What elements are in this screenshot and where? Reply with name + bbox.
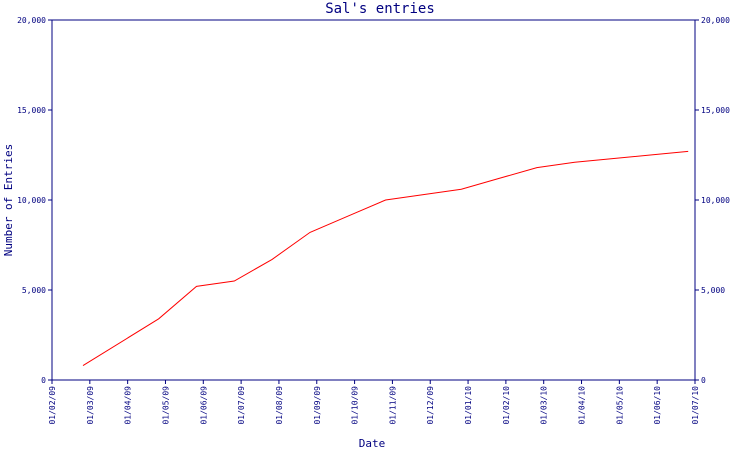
x-tick-label: 01/07/10 — [691, 386, 700, 425]
x-tick-label: 01/03/09 — [86, 386, 95, 425]
x-tick-label: 01/09/09 — [313, 386, 322, 425]
x-tick-label: 01/08/09 — [275, 386, 284, 425]
plot-area — [51, 19, 696, 381]
y-tick-label-right: 15,000 — [701, 106, 730, 115]
y-tick-label-left: 15,000 — [17, 106, 46, 115]
y-tick-label-right: 20,000 — [701, 16, 730, 25]
x-tick-label: 01/02/10 — [502, 386, 511, 425]
y-tick-label-left: 20,000 — [17, 16, 46, 25]
y-axis-right: 0 5,000 10,000 15,000 20,000 — [695, 16, 730, 385]
y-tick-label-left: 0 — [41, 376, 46, 385]
x-tick-label: 01/04/10 — [578, 386, 587, 425]
x-tick-label: 01/01/10 — [464, 386, 473, 425]
x-tick-label: 01/11/09 — [388, 386, 397, 425]
x-tick-label: 01/12/09 — [426, 386, 435, 425]
y-tick-label-right: 0 — [701, 376, 706, 385]
y-axis-left: 0 5,000 10,000 15,000 20,000 — [17, 16, 52, 385]
x-tick-label: 01/06/10 — [653, 386, 662, 425]
x-tick-label: 01/05/09 — [161, 386, 170, 425]
y-tick-label-left: 5,000 — [22, 286, 46, 295]
y-tick-label-right: 10,000 — [701, 196, 730, 205]
x-tick-label: 01/07/09 — [237, 386, 246, 425]
x-axis: 01/02/09 01/03/09 01/04/09 01/05/09 01/06/09… — [48, 380, 700, 425]
x-tick-label: 01/06/09 — [199, 386, 208, 425]
series-group — [82, 150, 689, 367]
x-tick-label: 01/03/10 — [540, 386, 549, 425]
x-axis-label: Date — [359, 437, 386, 450]
x-tick-label: 01/02/09 — [48, 386, 57, 425]
y-tick-label-right: 5,000 — [701, 286, 725, 295]
y-tick-label-left: 10,000 — [17, 196, 46, 205]
series-line — [82, 150, 689, 367]
y-axis-label: Number of Entries — [2, 144, 15, 257]
x-tick-label: 01/04/09 — [124, 386, 133, 425]
x-tick-label: 01/05/10 — [615, 386, 624, 425]
plot-frame — [51, 19, 696, 381]
x-tick-label: 01/10/09 — [351, 386, 360, 425]
chart-title: Sal's entries — [325, 1, 435, 17]
